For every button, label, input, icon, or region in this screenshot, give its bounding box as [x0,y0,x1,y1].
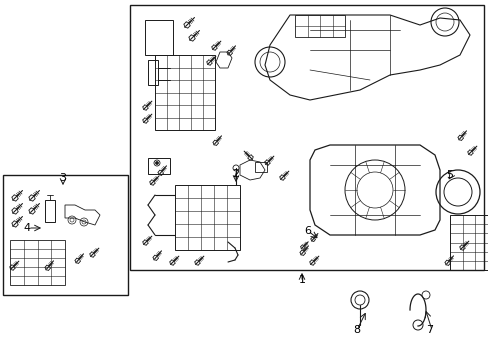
Text: 6: 6 [304,226,311,236]
Bar [130,5,483,270]
Bar [10,240,65,285]
Bar [294,15,345,37]
Text: 2: 2 [232,169,239,179]
Text: 4: 4 [23,223,30,233]
Bar [148,158,170,174]
Bar [175,185,240,250]
Bar [3,175,128,295]
Bar [449,215,487,270]
Bar [155,55,215,130]
Text: 8: 8 [353,325,360,335]
Text: 7: 7 [426,325,433,335]
Text: 3: 3 [60,173,66,183]
Circle shape [155,162,158,165]
Text: 1: 1 [298,275,305,285]
Bar [145,20,173,55]
Text: 5: 5 [446,170,452,180]
Bar [45,200,55,222]
Bar [254,162,266,172]
